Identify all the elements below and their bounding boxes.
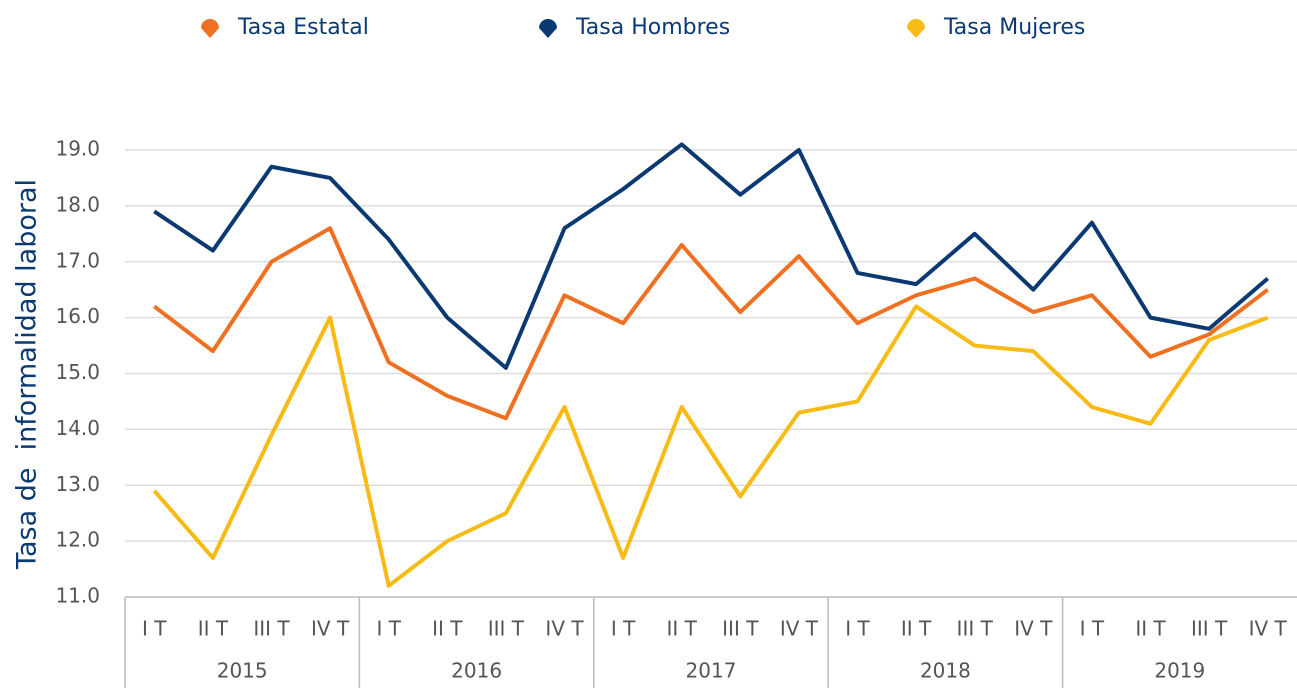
year-label: 2015 [217,659,268,683]
x-tick-label: II T [1135,617,1166,641]
legend-marker [201,19,219,38]
series-line [153,226,1269,421]
y-tick-label: 12.0 [55,528,100,552]
legend-marker [539,19,557,38]
y-tick-label: 14.0 [55,416,100,440]
y-tick-label: 15.0 [55,360,100,384]
legend-label: Tasa Hombres [575,15,730,40]
x-tick-label: IV T [311,617,350,641]
y-tick-label: 17.0 [55,248,100,272]
year-label: 2018 [920,659,971,683]
year-label: 2019 [1154,659,1205,683]
legend-label: Tasa Estatal [237,15,369,40]
series-line [153,142,1270,370]
x-tick-label: II T [901,617,932,641]
series-line [152,304,1269,588]
x-tick-label: IV T [1249,617,1288,641]
y-tick-label: 11.0 [55,584,100,608]
x-tick-label: I T [376,617,401,641]
x-tick-label: I T [845,617,870,641]
x-tick-label: I T [611,617,636,641]
x-tick-label: I T [1080,617,1105,641]
legend-marker [907,19,925,38]
x-tick-label: III T [722,617,759,641]
x-tick-label: I T [142,617,167,641]
x-tick-label: II T [198,617,229,641]
y-tick-label: 19.0 [55,137,100,161]
legend-label: Tasa Mujeres [943,15,1085,40]
x-tick-label: II T [432,617,463,641]
x-tick-label: II T [667,617,698,641]
y-tick-label: 16.0 [55,304,100,328]
x-tick-label: IV T [780,617,819,641]
y-axis-label: Tasa de informalidad laboral [12,179,43,570]
x-tick-label: IV T [1014,617,1053,641]
x-tick-label: III T [488,617,525,641]
x-tick-label: IV T [545,617,584,641]
x-tick-label: III T [957,617,994,641]
y-tick-label: 18.0 [55,192,100,216]
y-tick-label: 13.0 [55,472,100,496]
x-tick-label: III T [1191,617,1228,641]
year-label: 2017 [686,659,737,683]
year-label: 2016 [451,659,502,683]
x-tick-label: III T [253,617,290,641]
